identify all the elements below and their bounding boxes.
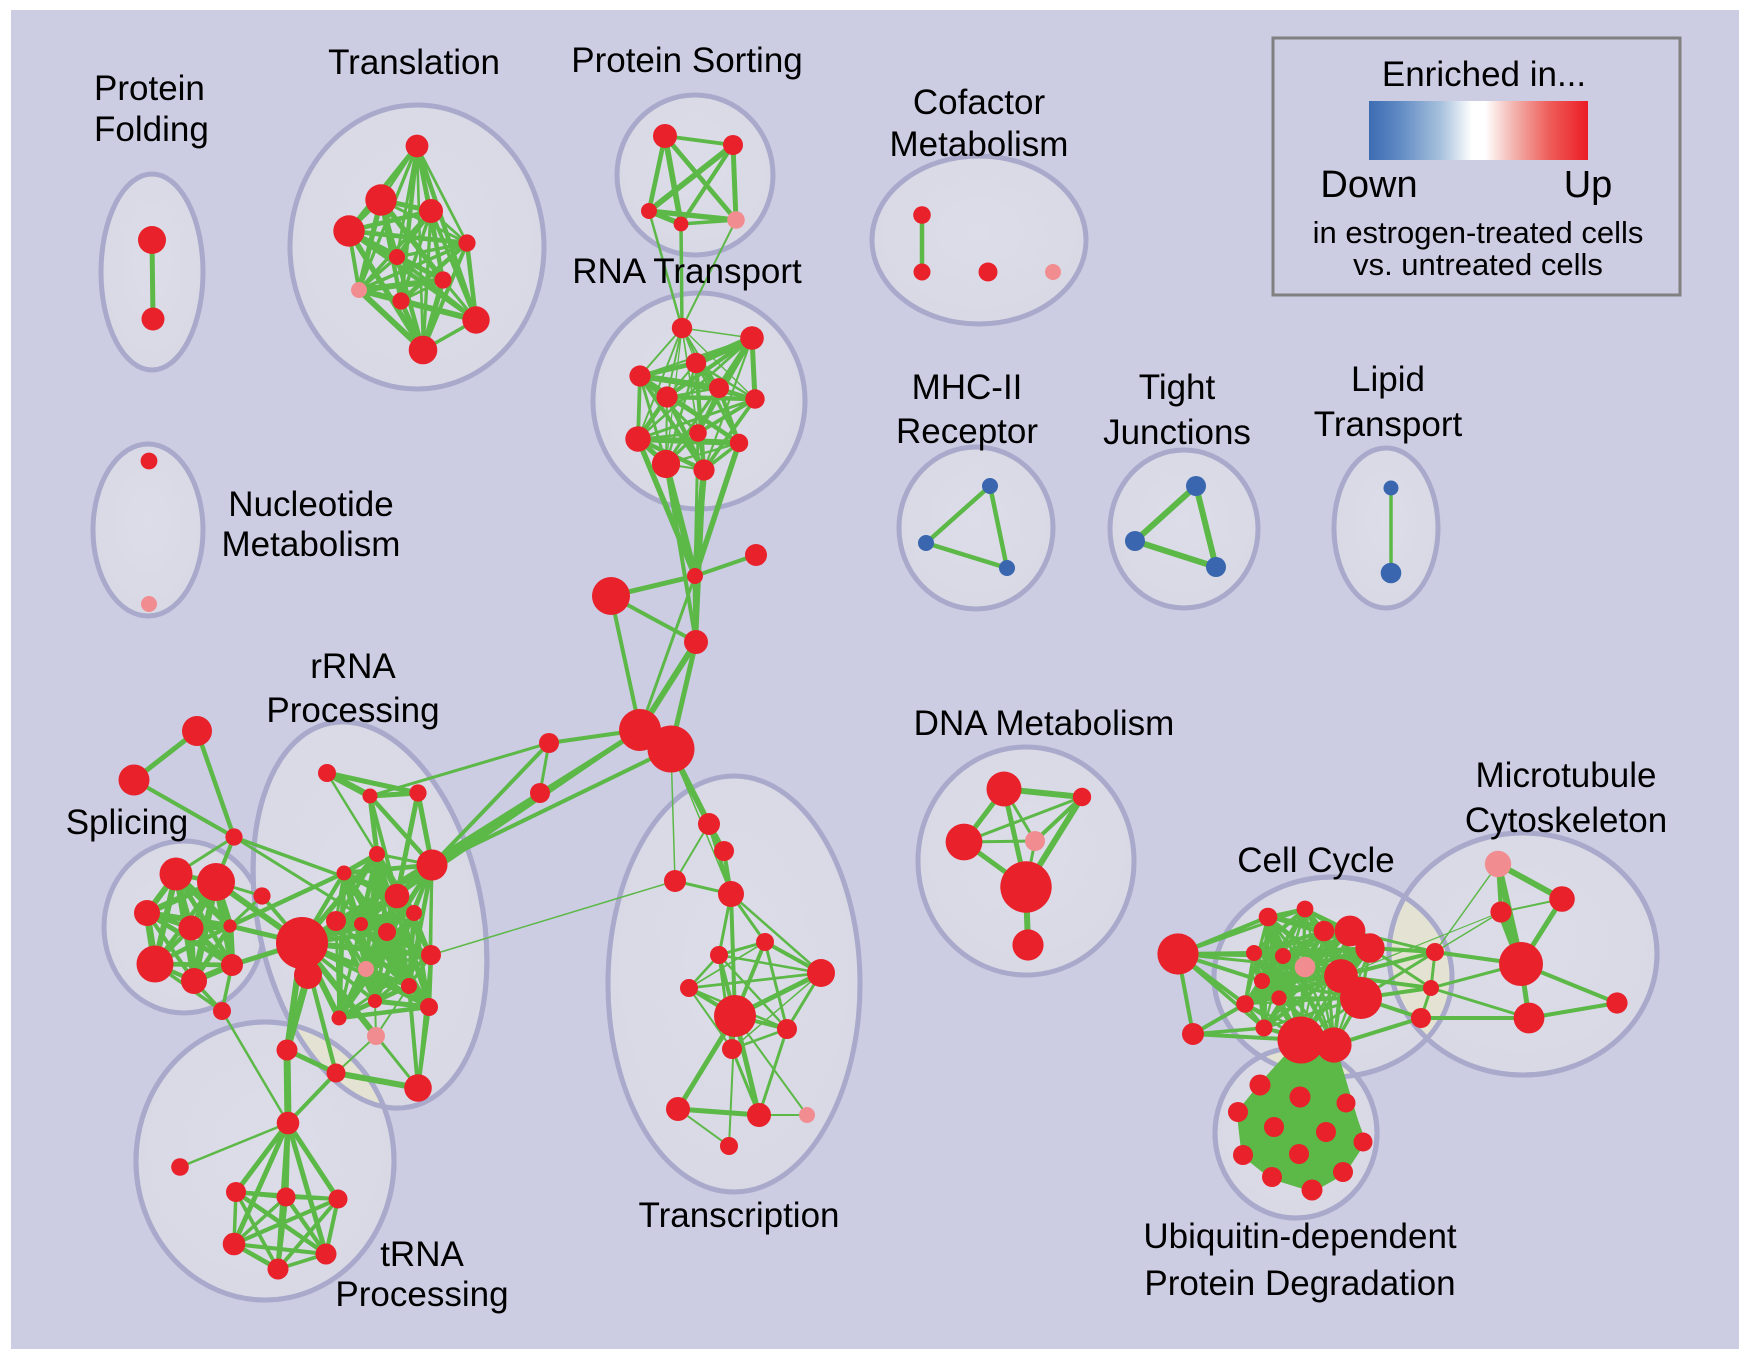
svg-text:Nucleotide: Nucleotide bbox=[228, 485, 393, 524]
svg-text:rRNA: rRNA bbox=[310, 647, 396, 686]
svg-text:in estrogen-treated cells: in estrogen-treated cells bbox=[1313, 215, 1644, 250]
svg-text:Protein: Protein bbox=[94, 69, 205, 108]
svg-text:Folding: Folding bbox=[94, 110, 209, 149]
svg-text:MHC-II: MHC-II bbox=[912, 368, 1023, 407]
svg-text:Processing: Processing bbox=[266, 691, 439, 730]
svg-text:Down: Down bbox=[1320, 164, 1417, 206]
svg-text:Splicing: Splicing bbox=[66, 803, 189, 842]
svg-text:tRNA: tRNA bbox=[380, 1235, 464, 1274]
svg-text:Metabolism: Metabolism bbox=[890, 125, 1069, 164]
svg-text:Receptor: Receptor bbox=[896, 412, 1038, 451]
svg-text:Cytoskeleton: Cytoskeleton bbox=[1465, 801, 1667, 840]
svg-text:Junctions: Junctions bbox=[1103, 413, 1251, 452]
svg-text:Enriched in...: Enriched in... bbox=[1382, 55, 1586, 94]
svg-text:Protein Degradation: Protein Degradation bbox=[1144, 1264, 1455, 1303]
svg-text:Translation: Translation bbox=[328, 43, 500, 82]
svg-text:Transport: Transport bbox=[1314, 405, 1463, 444]
svg-text:RNA Transport: RNA Transport bbox=[572, 252, 802, 291]
svg-text:Microtubule: Microtubule bbox=[1476, 756, 1657, 795]
svg-text:vs. untreated cells: vs. untreated cells bbox=[1353, 247, 1603, 282]
svg-text:Processing: Processing bbox=[335, 1275, 508, 1314]
svg-text:Cell Cycle: Cell Cycle bbox=[1237, 841, 1395, 880]
svg-text:Tight: Tight bbox=[1139, 368, 1216, 407]
svg-text:Transcription: Transcription bbox=[639, 1196, 840, 1235]
svg-text:Ubiquitin-dependent: Ubiquitin-dependent bbox=[1143, 1217, 1457, 1256]
svg-text:Up: Up bbox=[1564, 164, 1613, 206]
svg-text:Cofactor: Cofactor bbox=[913, 83, 1046, 122]
svg-text:Protein Sorting: Protein Sorting bbox=[571, 41, 803, 80]
svg-text:Lipid: Lipid bbox=[1351, 360, 1425, 399]
svg-text:DNA Metabolism: DNA Metabolism bbox=[914, 704, 1175, 743]
svg-text:Metabolism: Metabolism bbox=[222, 525, 401, 564]
